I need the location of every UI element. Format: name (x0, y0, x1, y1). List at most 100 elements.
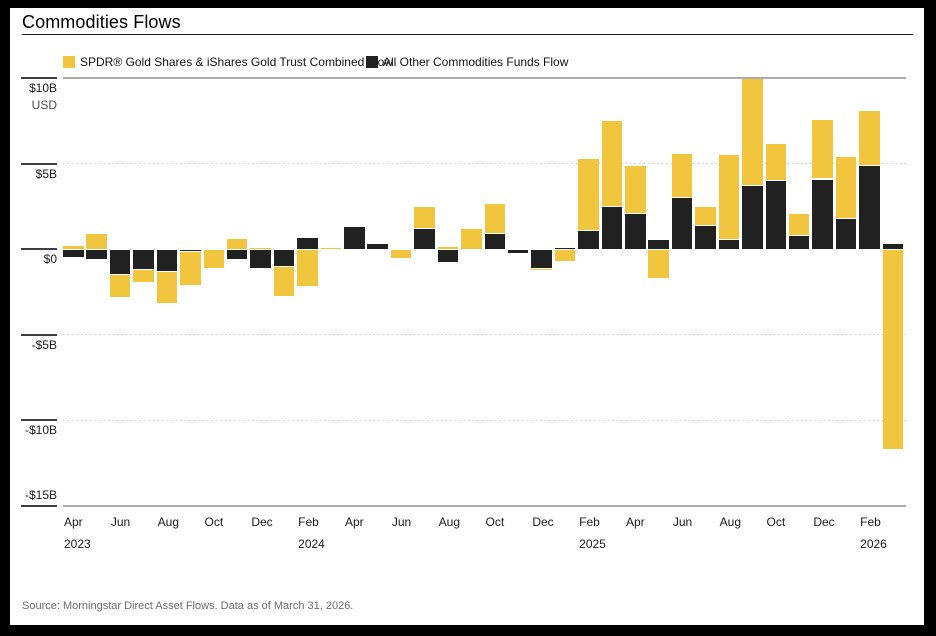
bar-segment-other-May-2025 (648, 240, 669, 249)
gridline-dotted-5 (63, 163, 906, 166)
bar-segment-gold-Mar-2026 (882, 249, 904, 449)
y-axis-tick-$10B (21, 77, 57, 79)
gridline-solid-10 (63, 77, 906, 79)
bar-segment-other-Apr-2023 (63, 249, 84, 258)
bar-segment-gold-Sep-2025 (742, 78, 763, 186)
bar-segment-gold-Dec-2025 (812, 119, 833, 179)
bar-segment-gold-Sep-2023 (180, 252, 201, 285)
x-axis-label-Aug: Aug (719, 515, 742, 529)
y-axis-tick-$0 (21, 248, 57, 251)
gridline-solid--15 (63, 505, 906, 507)
bar-segment-gold-Jan-2024 (273, 266, 295, 296)
bar-segment-gold-Aug-2023 (156, 271, 178, 303)
bar-segment-gold-Feb-2025 (578, 158, 599, 230)
bar-segment-gold-Mar-2025 (601, 121, 623, 206)
bar-segment-other-Feb-2025 (578, 230, 599, 249)
bar-segment-gold-May-2023 (86, 234, 107, 249)
bar-segment-other-Mar-2025 (601, 206, 623, 249)
bar-segment-gold-Jul-2024 (414, 206, 435, 229)
x-axis-label-Oct: Oct (485, 515, 505, 529)
figure-background (10, 8, 924, 625)
gridline-dotted--10 (63, 419, 906, 422)
y-axis-label--$10B: -$10B (24, 423, 57, 438)
legend-label: SPDR® Gold Shares & iShares Gold Trust C… (80, 55, 393, 69)
bar-segment-other-Jun-2023 (109, 249, 131, 275)
x-axis-label-Dec: Dec (813, 515, 835, 529)
x-axis-label-Jun: Jun (391, 515, 412, 529)
bar-segment-gold-Jun-2023 (109, 275, 131, 298)
title-underline (22, 34, 913, 35)
x-axis-label-Jun: Jun (110, 515, 131, 529)
x-axis-label-Apr2023: Apr (64, 515, 83, 529)
x-axis-year-2024: 2024 (298, 537, 325, 551)
other-series-swatch-icon (366, 56, 378, 68)
bar-segment-other-Jul-2023 (133, 249, 154, 270)
bar-segment-other-Jun-2025 (671, 198, 693, 249)
bar-segment-gold-Nov-2025 (788, 213, 810, 235)
y-axis-label--$5B: -$5B (31, 337, 57, 352)
bar-segment-gold-Jun-2024 (390, 249, 412, 259)
y-axis-label-$5B: $5B (35, 166, 57, 181)
bar-segment-other-Aug-2025 (718, 240, 740, 249)
x-axis-label-Feb2025: Feb (579, 515, 600, 529)
x-axis-label-Jun: Jun (672, 515, 693, 529)
bar-segment-other-Feb-2024 (297, 237, 318, 249)
bar-segment-other-Sep-2025 (742, 186, 763, 249)
bar-segment-gold-Jul-2025 (695, 206, 716, 225)
bar-segment-gold-Apr-2025 (625, 165, 646, 213)
x-axis-label-Apr: Apr (345, 515, 364, 529)
chart-legend: SPDR® Gold Shares & iShares Gold Trust C… (0, 55, 936, 71)
x-axis-label-Apr: Apr (626, 515, 645, 529)
y-axis-tick-$5B (21, 162, 57, 165)
x-axis-label-Feb2026: Feb (860, 515, 881, 529)
bar-segment-gold-Jul-2023 (133, 270, 154, 283)
bar-segment-other-May-2024 (367, 243, 388, 249)
x-axis-label-Oct: Oct (766, 515, 786, 529)
bar-segment-other-Oct-2024 (484, 234, 505, 249)
source-note: Source: Morningstar Direct Asset Flows. … (22, 600, 354, 612)
bar-segment-gold-Dec-2024 (531, 268, 552, 271)
x-axis-label-Aug: Aug (438, 515, 461, 529)
y-axis-unit-label: USD (31, 98, 57, 112)
bar-segment-gold-Feb-2026 (859, 111, 880, 165)
bar-segment-other-Apr-2025 (625, 213, 646, 249)
y-axis-tick--$10B (21, 419, 57, 422)
bar-segment-other-Nov-2025 (788, 236, 810, 249)
x-axis-label-Aug: Aug (157, 515, 180, 529)
x-axis-label-Oct: Oct (204, 515, 224, 529)
gridline-dotted--5 (63, 334, 906, 337)
bar-segment-other-Dec-2025 (812, 179, 833, 249)
x-axis-year-2026: 2026 (860, 537, 887, 551)
y-axis-tick--$5B (21, 333, 57, 336)
bar-segment-gold-Jan-2026 (835, 157, 857, 218)
bar-segment-gold-Mar-2024 (320, 247, 342, 250)
bar-segment-other-Aug-2023 (156, 249, 178, 271)
bar-segment-other-Apr-2024 (344, 227, 365, 249)
y-axis-label-$10B: $10B (28, 81, 57, 95)
bar-segment-gold-Oct-2025 (765, 143, 786, 181)
bar-segment-gold-May-2025 (648, 249, 669, 278)
bar-segment-gold-Apr-2023 (63, 246, 84, 249)
bar-segment-gold-Jan-2025 (554, 249, 576, 261)
legend-label: All Other Commodities Funds Flow (383, 55, 569, 69)
bar-segment-other-Nov-2023 (226, 249, 248, 259)
bar-segment-other-May-2023 (86, 249, 107, 259)
bar-segment-gold-Aug-2025 (718, 154, 740, 240)
bar-segment-other-Jan-2024 (273, 249, 295, 266)
x-axis-year-2025: 2025 (579, 537, 606, 551)
bar-segment-other-Jan-2025 (554, 247, 576, 250)
bar-segment-gold-Oct-2024 (484, 204, 505, 234)
bar-segment-other-Sep-2023 (180, 249, 201, 252)
bar-segment-other-Jul-2024 (414, 229, 435, 249)
bar-segment-gold-Oct-2023 (203, 249, 224, 269)
bar-segment-other-Jul-2025 (695, 225, 716, 249)
bar-segment-other-Nov-2024 (507, 249, 529, 253)
gold-series-swatch-icon (63, 56, 75, 68)
page-title: Commodities Flows (22, 12, 181, 32)
bar-segment-other-Mar-2026 (882, 243, 904, 249)
x-axis-label-Dec: Dec (532, 515, 554, 529)
bar-segment-gold-Aug-2024 (437, 247, 459, 249)
x-axis-label-Feb2024: Feb (298, 515, 319, 529)
bar-segment-gold-Feb-2024 (297, 249, 318, 287)
